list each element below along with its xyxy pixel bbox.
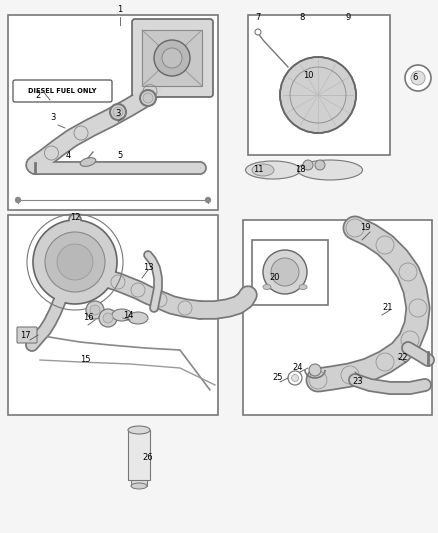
Ellipse shape <box>80 158 96 166</box>
Text: 9: 9 <box>346 13 351 22</box>
Text: 15: 15 <box>80 356 90 365</box>
Text: 16: 16 <box>83 313 93 322</box>
Ellipse shape <box>131 483 147 489</box>
Text: 20: 20 <box>270 273 280 282</box>
Text: 7: 7 <box>255 13 261 22</box>
Text: 21: 21 <box>383 303 393 312</box>
Text: DIESEL FUEL ONLY: DIESEL FUEL ONLY <box>28 88 96 94</box>
Text: 8: 8 <box>299 13 305 22</box>
Circle shape <box>255 29 261 35</box>
Circle shape <box>405 65 431 91</box>
Text: 13: 13 <box>143 263 153 272</box>
Text: 12: 12 <box>70 214 80 222</box>
Ellipse shape <box>299 285 307 289</box>
Text: 2: 2 <box>35 91 41 100</box>
Circle shape <box>57 244 93 280</box>
Bar <box>142 30 202 86</box>
Circle shape <box>205 198 211 203</box>
Text: 3: 3 <box>50 114 56 123</box>
Text: 23: 23 <box>353 377 363 386</box>
Text: 19: 19 <box>360 223 370 232</box>
Text: 1: 1 <box>117 5 123 14</box>
Text: 25: 25 <box>273 374 283 383</box>
Text: 4: 4 <box>65 150 71 159</box>
Ellipse shape <box>246 161 300 179</box>
Circle shape <box>86 301 104 319</box>
Circle shape <box>154 40 190 76</box>
Circle shape <box>33 220 117 304</box>
Bar <box>248 15 390 155</box>
Circle shape <box>113 107 123 117</box>
Ellipse shape <box>252 164 274 176</box>
Ellipse shape <box>128 426 150 434</box>
Text: 22: 22 <box>398 353 408 362</box>
Ellipse shape <box>297 160 363 180</box>
Text: 14: 14 <box>123 311 133 319</box>
Circle shape <box>280 57 356 133</box>
Circle shape <box>15 198 21 203</box>
Text: 17: 17 <box>20 330 30 340</box>
FancyBboxPatch shape <box>17 327 37 343</box>
Circle shape <box>263 250 307 294</box>
Circle shape <box>45 232 105 292</box>
Circle shape <box>292 375 299 382</box>
Text: 3: 3 <box>115 109 121 117</box>
Circle shape <box>143 93 153 103</box>
Bar <box>243 220 432 415</box>
Circle shape <box>162 48 182 68</box>
Ellipse shape <box>112 309 132 321</box>
Bar <box>252 240 328 305</box>
Text: 24: 24 <box>293 364 303 373</box>
Circle shape <box>110 104 126 120</box>
Bar <box>128 430 150 480</box>
Bar <box>8 15 218 210</box>
Text: 26: 26 <box>143 454 153 463</box>
FancyBboxPatch shape <box>13 80 112 102</box>
Text: 11: 11 <box>253 166 263 174</box>
Text: 10: 10 <box>303 70 313 79</box>
Text: 5: 5 <box>117 150 123 159</box>
Bar <box>8 215 218 415</box>
Circle shape <box>90 305 100 315</box>
Circle shape <box>303 160 313 170</box>
Circle shape <box>309 364 321 376</box>
Text: 6: 6 <box>412 74 418 83</box>
Ellipse shape <box>128 312 148 324</box>
Circle shape <box>315 160 325 170</box>
FancyBboxPatch shape <box>132 19 213 97</box>
Ellipse shape <box>263 285 271 289</box>
Circle shape <box>288 371 302 385</box>
Circle shape <box>271 258 299 286</box>
Circle shape <box>411 71 425 85</box>
Bar <box>131 480 147 486</box>
Circle shape <box>103 313 113 323</box>
Circle shape <box>140 90 156 106</box>
Text: 18: 18 <box>295 166 305 174</box>
Circle shape <box>99 309 117 327</box>
